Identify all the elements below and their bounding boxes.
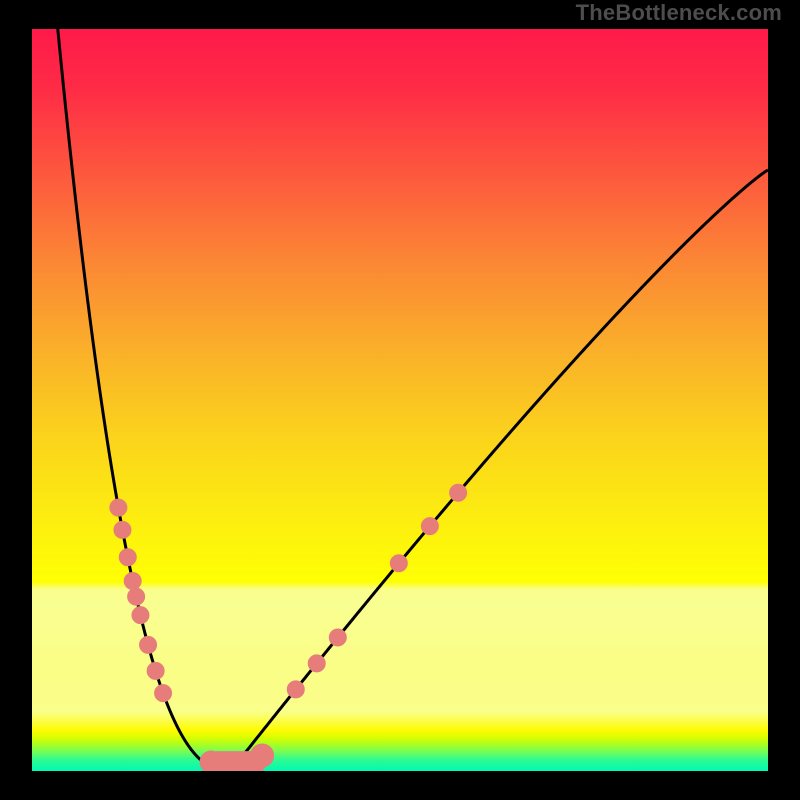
marker-left-7 (147, 662, 164, 679)
marker-left-3 (124, 573, 141, 590)
marker-right-5 (287, 681, 304, 698)
marker-left-8 (155, 685, 172, 702)
chart-container: TheBottleneck.com (0, 0, 800, 800)
marker-right-3 (329, 629, 346, 646)
marker-left-0 (110, 499, 127, 516)
marker-right-2 (390, 555, 407, 572)
marker-left-5 (132, 607, 149, 624)
marker-right-4 (308, 655, 325, 672)
marker-bottom-left-cap (200, 751, 223, 774)
marker-left-6 (140, 636, 157, 653)
marker-left-2 (119, 549, 136, 566)
watermark-text: TheBottleneck.com (576, 0, 782, 26)
marker-right-0 (450, 484, 467, 501)
curve-overlay (0, 0, 800, 800)
marker-bottom-bulb (250, 744, 274, 768)
marker-left-1 (114, 521, 131, 538)
marker-left-4 (128, 588, 145, 605)
bottleneck-curve (58, 29, 768, 771)
marker-right-1 (421, 518, 438, 535)
